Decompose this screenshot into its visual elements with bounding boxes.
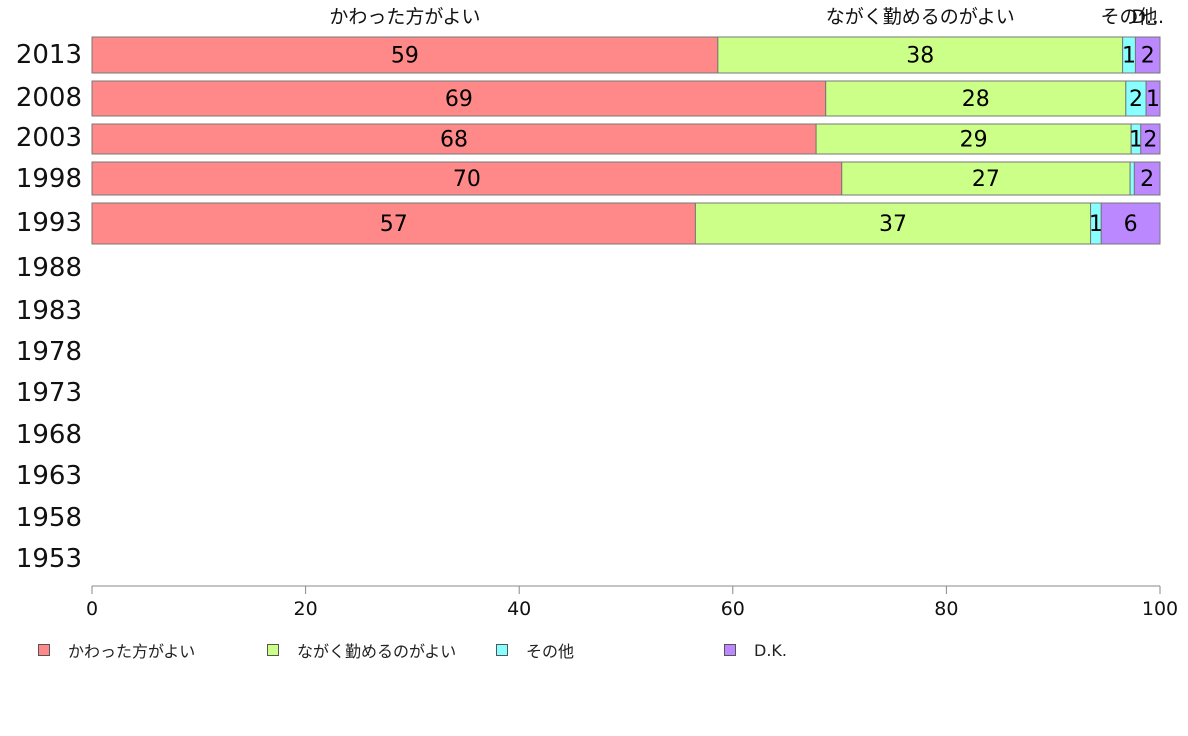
legend-label: D.K. xyxy=(754,640,787,660)
bar-value-label: 29 xyxy=(960,128,988,153)
legend-swatch xyxy=(267,644,279,656)
bar-segment xyxy=(815,123,1132,155)
bar-value-label: 37 xyxy=(879,212,907,237)
top-series-label: その他 xyxy=(1101,6,1158,28)
bar-segment xyxy=(717,36,1124,74)
legend-item: D.K. xyxy=(724,638,787,662)
bar-value-label: 70 xyxy=(453,167,481,192)
top-series-label: かわった方がよい xyxy=(329,6,480,28)
y-tick-label: 2013 xyxy=(16,40,82,70)
bar-value-label: 1 xyxy=(1122,44,1136,69)
y-axis-labels: 2013 2008 2003 1998 1993 1988 1983 1978 1973 1968… xyxy=(16,40,82,574)
bar-segment xyxy=(841,161,1131,196)
legend: かわった方がよい ながく勤めるのがよい その他 D.K. xyxy=(38,638,1138,662)
bar-segment xyxy=(91,123,817,155)
bar-value-label: 28 xyxy=(962,87,990,112)
bar-segment xyxy=(1134,36,1161,74)
bar-segment xyxy=(825,80,1127,117)
x-tick-label: 60 xyxy=(721,598,745,620)
y-tick-label: 1993 xyxy=(16,208,82,238)
bar-value-label: 2 xyxy=(1143,128,1157,153)
legend-label: その他 xyxy=(526,642,575,661)
x-tick-label: 100 xyxy=(1142,598,1178,620)
y-tick-label: 1958 xyxy=(16,503,82,533)
y-tick-label: 1953 xyxy=(16,544,82,574)
y-tick-label: 1963 xyxy=(16,461,82,491)
bar-value-label: 1 xyxy=(1089,212,1103,237)
x-tick-label: 40 xyxy=(507,598,531,620)
y-tick-label: 2008 xyxy=(16,83,82,113)
y-tick-label: 1988 xyxy=(16,253,82,283)
legend-item: かわった方がよい xyxy=(38,638,195,662)
bar-value-label: 69 xyxy=(445,87,473,112)
bar-value-label: 27 xyxy=(972,167,1000,192)
bar-value-label: 1 xyxy=(1146,87,1160,112)
bar-value-label: 59 xyxy=(391,44,419,69)
legend-item: その他 xyxy=(496,638,574,662)
y-tick-label: 1998 xyxy=(16,164,82,194)
bar-value-label: 68 xyxy=(440,128,468,153)
legend-swatch xyxy=(496,644,508,656)
top-series-label: D... xyxy=(1131,6,1164,28)
legend-swatch xyxy=(38,644,50,656)
y-tick-label: 1973 xyxy=(16,378,82,408)
bar-value-label: 38 xyxy=(906,44,934,69)
bar-segment xyxy=(1133,161,1161,196)
top-series-labels: かわった方がよい ながく勤めるのがよい その他D... xyxy=(329,6,1164,28)
x-tick-label: 0 xyxy=(86,598,98,620)
legend-item: ながく勤めるのがよい xyxy=(267,638,456,662)
y-tick-label: 1978 xyxy=(16,337,82,367)
bar-segment xyxy=(91,80,827,117)
bar-segment xyxy=(1140,123,1161,155)
top-series-label: ながく勤めるのがよい xyxy=(826,6,1015,28)
y-tick-label: 1968 xyxy=(16,420,82,450)
y-tick-label: 2003 xyxy=(16,123,82,153)
bar-segment xyxy=(91,161,843,196)
bar-value-label: 57 xyxy=(380,212,408,237)
bar-segment xyxy=(91,202,696,245)
x-axis: 0 20 40 60 80 100 xyxy=(86,585,1178,620)
x-tick-label: 20 xyxy=(294,598,318,620)
bar-segment xyxy=(1100,202,1161,245)
x-tick-label: 80 xyxy=(934,598,958,620)
bar-segment xyxy=(1145,80,1161,117)
bar-segment xyxy=(1129,161,1135,196)
y-tick-label: 1983 xyxy=(16,296,82,326)
stacked-bars: 59 38 1 269 28 2 168 29 1 270 27 257 37 1 6 xyxy=(91,36,1161,245)
bar-value-label: 6 xyxy=(1124,212,1138,237)
bar-value-label: 2 xyxy=(1129,87,1143,112)
legend-swatch xyxy=(724,644,736,656)
bar-value-label: 1 xyxy=(1129,128,1143,153)
legend-label: かわった方がよい xyxy=(68,642,196,661)
bar-value-label: 2 xyxy=(1141,44,1155,69)
legend-label: ながく勤めるのがよい xyxy=(297,642,457,661)
bar-value-label: 2 xyxy=(1140,167,1154,192)
